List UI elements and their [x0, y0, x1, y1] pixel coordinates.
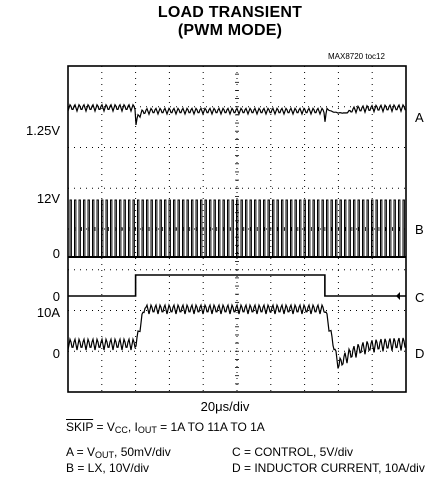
- x-axis-timebase: 20μs/div: [200, 399, 250, 414]
- y-label-d-high: 10A: [36, 305, 60, 320]
- trace-label-c: C: [415, 290, 425, 305]
- test-conditions: SKIP = VCC, IOUT = 1A TO 11A TO 1A: [66, 420, 265, 435]
- trace-a-vout: [67, 103, 406, 125]
- trace-label-d: D: [415, 346, 425, 361]
- trace-b-lx: [68, 199, 406, 258]
- cond-comma: , I: [127, 420, 138, 434]
- chart-subtitle: (PWM MODE): [177, 22, 283, 39]
- y-label-b-zero: 0: [52, 246, 60, 261]
- legend-a: A = VOUT, 50mV/div: [66, 445, 171, 460]
- y-label-a-level: 1.25V: [26, 123, 60, 138]
- cond-cc: CC: [114, 425, 128, 435]
- skip-overline: SKIP: [66, 420, 94, 434]
- legend-c: C = CONTROL, 5V/div: [232, 445, 354, 459]
- cond-rest: = 1A TO 11A TO 1A: [156, 420, 265, 434]
- cond-eq: = V: [93, 420, 115, 434]
- trace-label-a: A: [415, 110, 424, 125]
- figure-id: MAX8720 toc12: [328, 52, 385, 61]
- legend-d: D = INDUCTOR CURRENT, 10A/div: [232, 461, 425, 475]
- trace-label-b: B: [415, 222, 424, 237]
- y-label-d-zero: 0: [52, 346, 60, 361]
- trace-d-inductor-current: [67, 303, 406, 369]
- y-label-b-high: 12V: [36, 191, 60, 206]
- cond-out: OUT: [137, 425, 157, 435]
- trace-c-marker: [396, 292, 400, 300]
- chart-title: LOAD TRANSIENT: [157, 4, 303, 21]
- trace-c-control: [68, 274, 406, 297]
- y-label-c-zero: 0: [52, 289, 60, 304]
- legend-b: B = LX, 10V/div: [66, 461, 150, 475]
